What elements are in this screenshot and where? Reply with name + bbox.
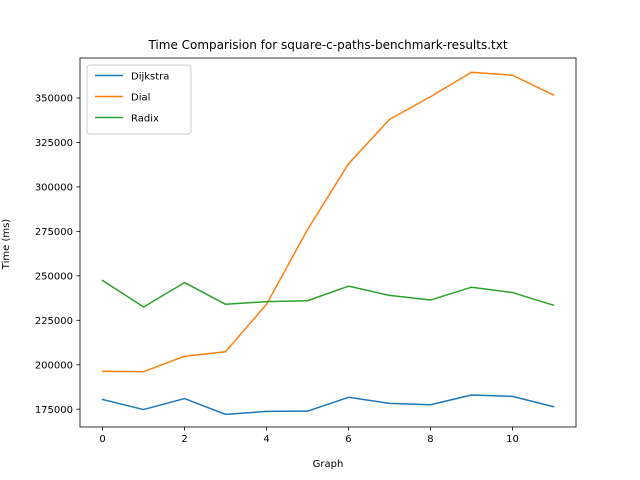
series-line-dial: [101, 71, 555, 373]
legend-label-radix: Radix: [131, 114, 159, 125]
chart-title: Time Comparision for square-c-paths-benc…: [147, 38, 507, 52]
y-tick-label: 325000: [35, 138, 73, 149]
x-tick-label: 10: [506, 434, 519, 445]
plot-lines: [101, 71, 555, 416]
y-tick-label: 175000: [35, 405, 73, 416]
x-tick-label: 4: [263, 434, 269, 445]
x-tick-label: 8: [427, 434, 433, 445]
y-tick-label: 300000: [35, 183, 73, 194]
plot-frame: [79, 57, 577, 428]
x-tick-label: 6: [345, 434, 351, 445]
y-tick-label: 200000: [35, 360, 73, 371]
series-line-radix: [101, 279, 555, 308]
x-tick-label: 0: [99, 434, 105, 445]
y-tick-label: 275000: [35, 227, 73, 238]
y-axis-label: Time (ms): [1, 219, 12, 271]
series-line-dijkstra: [101, 394, 555, 416]
y-tick-label: 350000: [35, 94, 73, 105]
y-tick-label: 250000: [35, 271, 73, 282]
y-axis-ticks: 175000 200000 225000 250000 275000 300000 3250…: [35, 94, 80, 416]
x-axis-label: Graph: [313, 459, 344, 470]
legend: Dijkstra Dial Radix: [86, 64, 192, 135]
y-tick-label: 225000: [35, 316, 73, 327]
x-tick-label: 2: [181, 434, 187, 445]
legend-label-dijkstra: Dijkstra: [131, 72, 169, 83]
x-axis-ticks: 0 2 4 6 8 10: [99, 427, 519, 445]
legend-label-dial: Dial: [131, 93, 150, 104]
